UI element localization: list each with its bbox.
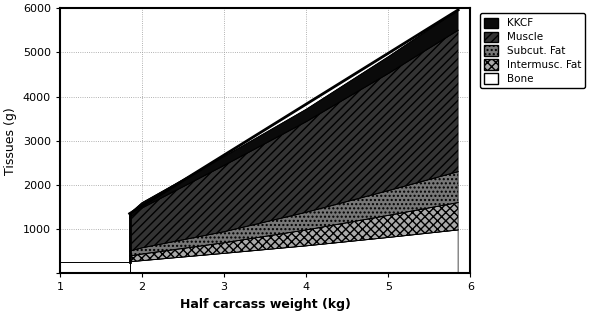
X-axis label: Half carcass weight (kg): Half carcass weight (kg) xyxy=(180,298,350,311)
Legend: KKCF, Muscle, Subcut. Fat, Intermusc. Fat, Bone: KKCF, Muscle, Subcut. Fat, Intermusc. Fa… xyxy=(480,13,585,89)
Y-axis label: Tissues (g): Tissues (g) xyxy=(4,107,17,175)
